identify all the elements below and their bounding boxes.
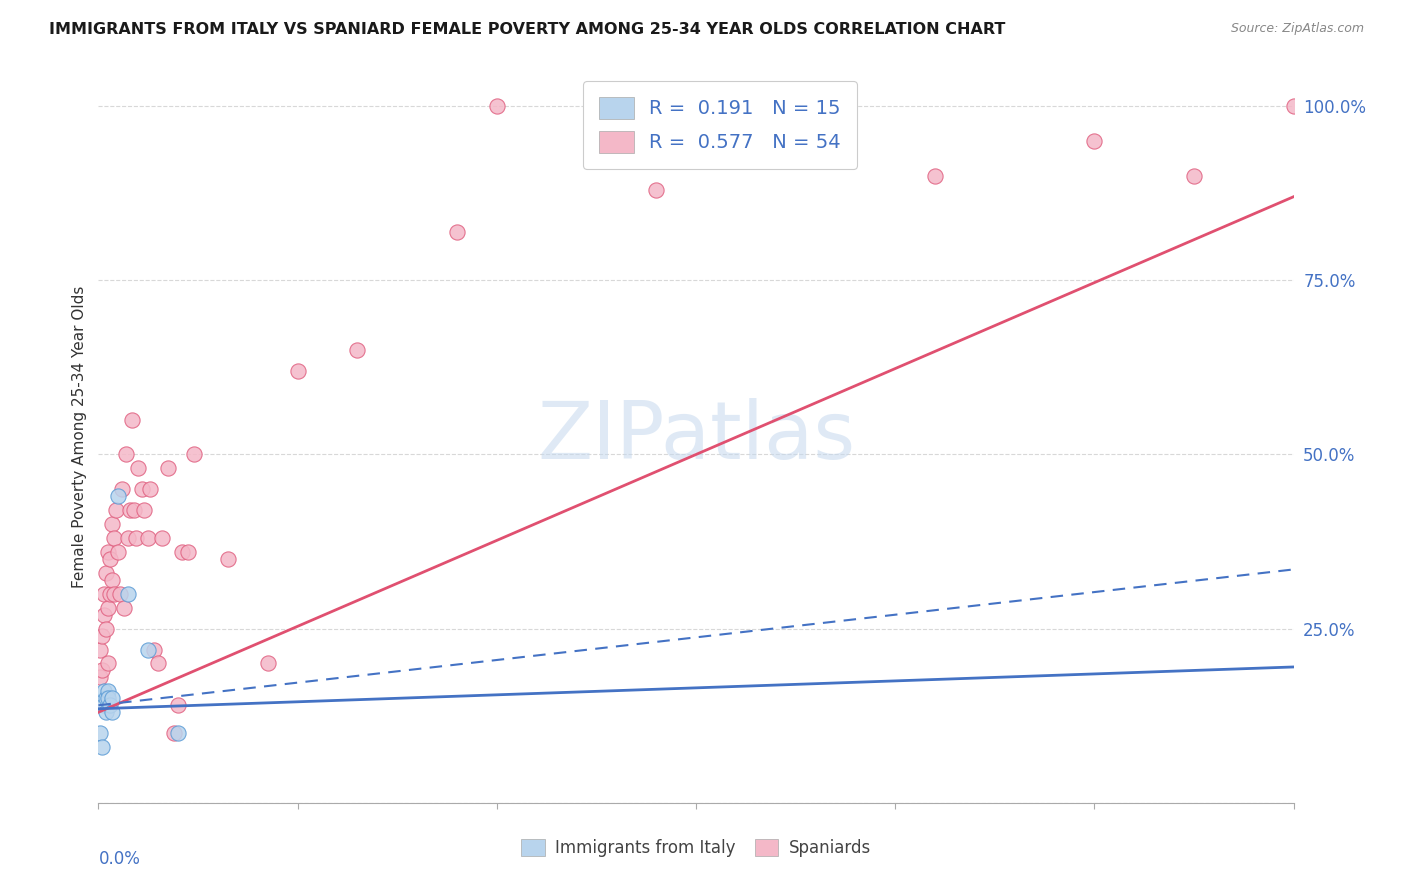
Point	[89, 726, 111, 740]
Point	[121, 412, 143, 426]
Point	[112, 600, 135, 615]
Point	[136, 642, 159, 657]
Point	[93, 587, 115, 601]
Point	[98, 698, 122, 713]
Point	[101, 691, 124, 706]
Point	[97, 545, 120, 559]
Point	[1083, 134, 1105, 148]
Point	[96, 622, 118, 636]
Point	[125, 531, 148, 545]
Point	[139, 483, 162, 497]
Point	[96, 566, 118, 580]
Point	[111, 483, 134, 497]
Point	[98, 587, 122, 601]
Point	[785, 99, 807, 113]
Point	[217, 552, 239, 566]
Point	[1182, 169, 1205, 183]
Point	[89, 642, 111, 657]
Point	[110, 587, 132, 601]
Point	[93, 698, 115, 713]
Text: ZIPatlas: ZIPatlas	[537, 398, 855, 476]
Text: 0.0%: 0.0%	[98, 850, 141, 868]
Point	[117, 587, 139, 601]
Point	[107, 545, 129, 559]
Point	[167, 698, 190, 713]
Point	[96, 691, 118, 706]
Point	[101, 573, 124, 587]
Point	[167, 726, 190, 740]
Legend: Immigrants from Italy, Spaniards: Immigrants from Italy, Spaniards	[515, 832, 877, 864]
Point	[645, 183, 668, 197]
Point	[91, 664, 114, 678]
Point	[97, 657, 120, 671]
Point	[127, 461, 149, 475]
Point	[150, 531, 173, 545]
Point	[157, 461, 180, 475]
Point	[97, 600, 120, 615]
Point	[103, 531, 125, 545]
Point	[101, 705, 124, 719]
Point	[117, 531, 139, 545]
Point	[172, 545, 194, 559]
Point	[107, 489, 129, 503]
Point	[98, 552, 122, 566]
Point	[97, 691, 120, 706]
Text: Source: ZipAtlas.com: Source: ZipAtlas.com	[1230, 22, 1364, 36]
Point	[183, 448, 205, 462]
Point	[103, 587, 125, 601]
Point	[136, 531, 159, 545]
Point	[148, 657, 170, 671]
Point	[97, 684, 120, 698]
Point	[177, 545, 200, 559]
Point	[105, 503, 128, 517]
Point	[924, 169, 946, 183]
Point	[256, 657, 278, 671]
Y-axis label: Female Poverty Among 25-34 Year Olds: Female Poverty Among 25-34 Year Olds	[72, 286, 87, 588]
Point	[120, 503, 142, 517]
Point	[101, 517, 124, 532]
Point	[124, 503, 146, 517]
Point	[89, 670, 111, 684]
Point	[131, 483, 153, 497]
Point	[485, 99, 508, 113]
Point	[93, 684, 115, 698]
Point	[143, 642, 166, 657]
Point	[287, 364, 309, 378]
Point	[115, 448, 138, 462]
Point	[1282, 99, 1305, 113]
Point	[96, 705, 118, 719]
Point	[446, 225, 468, 239]
Text: IMMIGRANTS FROM ITALY VS SPANIARD FEMALE POVERTY AMONG 25-34 YEAR OLDS CORRELATI: IMMIGRANTS FROM ITALY VS SPANIARD FEMALE…	[49, 22, 1005, 37]
Point	[91, 740, 114, 755]
Point	[134, 503, 156, 517]
Point	[346, 343, 368, 357]
Point	[163, 726, 186, 740]
Point	[91, 629, 114, 643]
Point	[93, 607, 115, 622]
